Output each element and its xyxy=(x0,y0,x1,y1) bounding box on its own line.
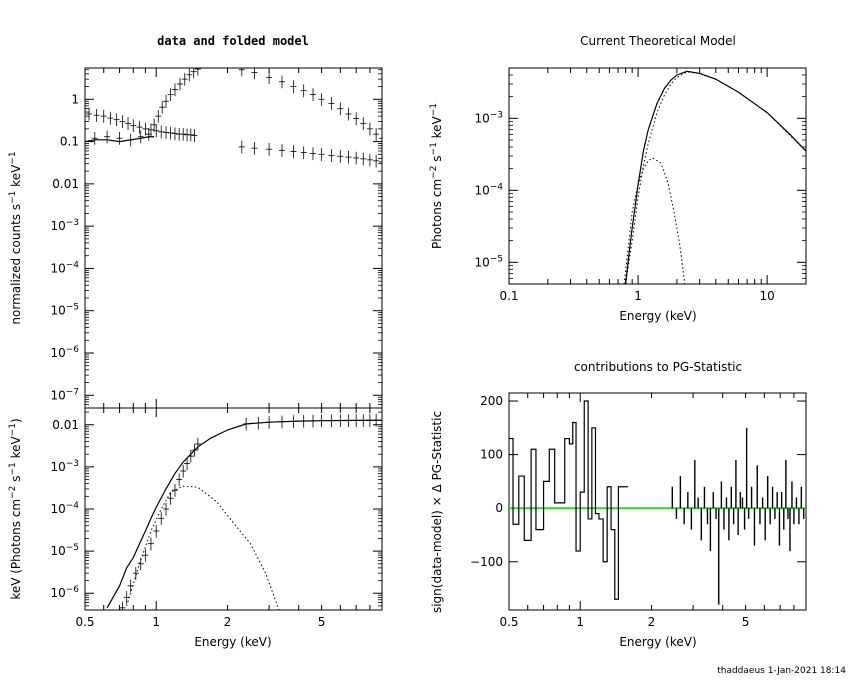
chart-title-model: Current Theoretical Model xyxy=(580,34,736,48)
component-line xyxy=(625,71,806,284)
model-line xyxy=(106,419,382,609)
axis-ticks: 0.5 1 2 5 200 100 0 −100 xyxy=(470,393,807,629)
y-tick-label: 10−5 xyxy=(50,303,79,318)
y-tick-label: 10−5 xyxy=(50,543,79,558)
data-marks xyxy=(509,400,806,605)
component-line xyxy=(623,157,686,284)
x-tick-label: 1 xyxy=(634,289,642,303)
panel-residuals: 0.5 1 2 5 200 100 0 −100 xyxy=(470,392,807,629)
chart-title-data-folded: data and folded model xyxy=(157,34,309,48)
x-tick-label: 0.5 xyxy=(499,615,518,629)
y-tick-label: 0.01 xyxy=(52,418,79,432)
model-line xyxy=(85,136,155,143)
y-tick-label: 200 xyxy=(480,394,503,408)
y-tick-label: −100 xyxy=(470,555,503,569)
y-tick-label: 10−4 xyxy=(474,182,503,197)
footer-stamp: thaddaeus 1-Jan-2021 18:14 xyxy=(717,666,846,676)
y-tick-label: 0 xyxy=(495,501,503,515)
axis-ticks: 0.5 1 2 5 0.01 10−3 10−4 10−5 10−6 xyxy=(50,408,383,629)
x-tick-label: 1 xyxy=(152,615,160,629)
plot-frame xyxy=(508,392,807,611)
y-tick-label: 0.1 xyxy=(60,135,79,149)
y-tick-label: 10−4 xyxy=(50,260,79,275)
y-tick-label: 10−7 xyxy=(50,387,79,402)
y-axis-label-residuals: sign(data-model) × Δ PG-Statistic xyxy=(430,411,444,613)
y-axis-label-unfolded: keV (Photons cm−2 s−1 keV−1) xyxy=(8,418,23,599)
x-axis-label-residuals: Energy (keV) xyxy=(619,635,696,649)
x-tick-label: 0.1 xyxy=(499,289,518,303)
x-tick-label: 2 xyxy=(224,615,232,629)
y-tick-label: 10−3 xyxy=(50,459,79,474)
chart-title-residuals: contributions to PG-Statistic xyxy=(574,360,742,374)
y-axis-label-counts: normalized counts s−1 keV−1 xyxy=(8,151,23,324)
y-tick-label: 10−6 xyxy=(50,345,79,360)
y-tick-label: 10−3 xyxy=(50,218,79,233)
data-marks xyxy=(106,414,382,610)
data-marks xyxy=(623,70,806,284)
plot-frame xyxy=(84,407,383,611)
model-line xyxy=(624,70,806,284)
x-tick-label: 0.5 xyxy=(75,615,94,629)
x-axis-label-model: Energy (keV) xyxy=(619,309,696,323)
y-tick-label: 100 xyxy=(480,448,503,462)
y-axis-label-model: Photons cm−2 s−1 keV−1 xyxy=(429,103,444,249)
x-axis-label-left: Energy (keV) xyxy=(194,635,271,649)
data-marks xyxy=(85,68,382,169)
plot-frame xyxy=(508,67,807,285)
x-tick-label: 5 xyxy=(318,615,326,629)
plot-frame xyxy=(84,67,383,409)
component-line xyxy=(126,485,280,610)
x-tick-label: 2 xyxy=(648,615,656,629)
panel-unfolded: 0.5 1 2 5 0.01 10−3 10−4 10−5 10−6 xyxy=(50,407,383,629)
y-tick-label: 0.01 xyxy=(52,177,79,191)
residual-step xyxy=(509,400,628,600)
y-tick-label: 10−5 xyxy=(474,254,503,269)
x-tick-label: 1 xyxy=(576,615,584,629)
x-tick-label: 5 xyxy=(742,615,750,629)
y-tick-label: 10−4 xyxy=(50,501,79,516)
y-tick-label: 1 xyxy=(71,92,79,106)
panel-model: 0.1 1 10 10−3 10−4 10−5 xyxy=(474,67,807,303)
panel-data-folded: 1 0.1 0.01 10−3 10−4 10−5 10−6 10−7 xyxy=(50,67,383,409)
y-tick-label: 10−6 xyxy=(50,585,79,600)
y-tick-label: 10−3 xyxy=(474,110,503,125)
x-tick-label: 10 xyxy=(760,289,775,303)
axis-ticks: 1 0.1 0.01 10−3 10−4 10−5 10−6 10−7 xyxy=(50,68,383,409)
axis-ticks: 0.1 1 10 10−3 10−4 10−5 xyxy=(474,67,807,303)
